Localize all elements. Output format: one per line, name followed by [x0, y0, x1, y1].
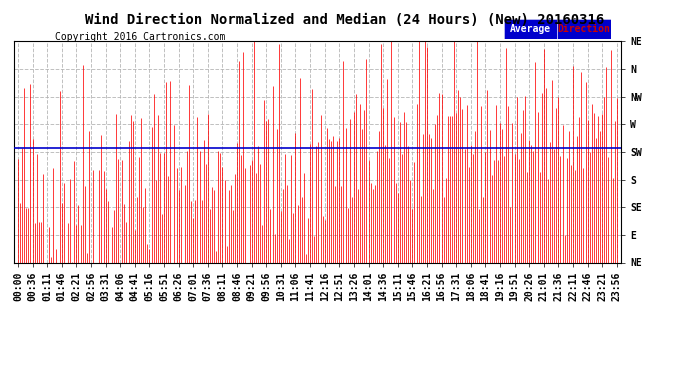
Text: Copyright 2016 Cartronics.com: Copyright 2016 Cartronics.com	[55, 32, 226, 42]
Text: Average: Average	[510, 24, 551, 34]
Text: Direction: Direction	[558, 24, 611, 34]
Text: Wind Direction Normalized and Median (24 Hours) (New) 20160316: Wind Direction Normalized and Median (24…	[86, 13, 604, 27]
